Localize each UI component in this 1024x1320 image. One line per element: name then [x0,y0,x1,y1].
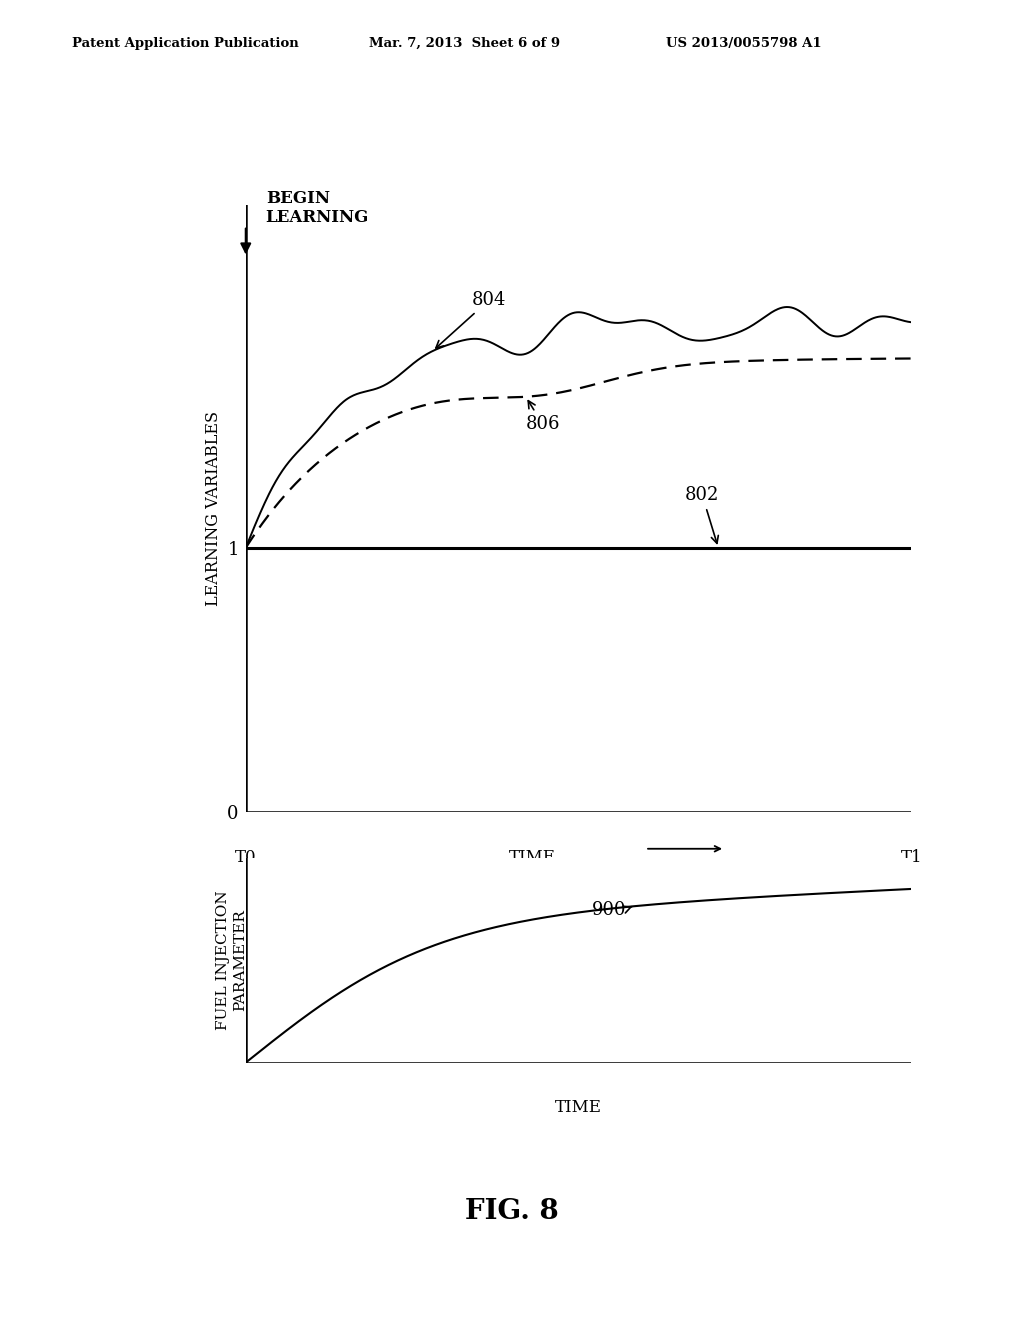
Text: FIG. 8: FIG. 8 [465,1199,559,1225]
Text: 802: 802 [685,486,720,544]
Text: Patent Application Publication: Patent Application Publication [72,37,298,50]
Text: Mar. 7, 2013  Sheet 6 of 9: Mar. 7, 2013 Sheet 6 of 9 [369,37,560,50]
Text: T1: T1 [900,849,923,866]
Text: 806: 806 [525,401,560,433]
Text: 900: 900 [592,902,632,919]
Text: BEGIN
LEARNING: BEGIN LEARNING [266,190,369,226]
Text: 804: 804 [436,290,507,348]
Y-axis label: LEARNING VARIABLES: LEARNING VARIABLES [205,411,222,606]
Text: US 2013/0055798 A1: US 2013/0055798 A1 [666,37,821,50]
Text: TIME: TIME [555,1100,602,1117]
Text: TIME: TIME [509,849,555,866]
Y-axis label: FUEL INJECTION
PARAMETER: FUEL INJECTION PARAMETER [216,891,248,1030]
Text: T0: T0 [234,849,257,866]
